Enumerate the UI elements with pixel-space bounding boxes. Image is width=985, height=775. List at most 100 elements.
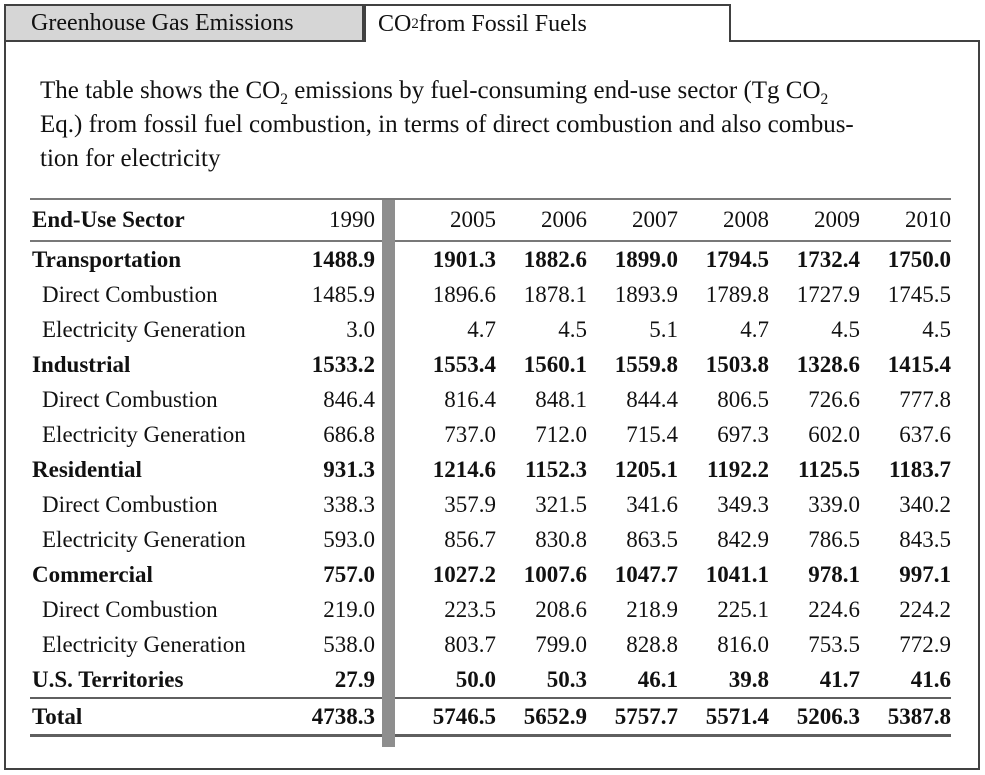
tab-greenhouse-gas-emissions[interactable]: Greenhouse Gas Emissions (4, 4, 364, 42)
cell-value: 686.8 (323, 421, 375, 447)
column-header-2006: 2006 (496, 198, 587, 242)
cell-value: 219.0 (323, 596, 375, 622)
cell-value: 846.4 (323, 386, 375, 412)
cell-value: 978.1 (808, 561, 860, 587)
emissions-table: End-Use Sector 1990 2005 2006 2007 2008 … (30, 198, 951, 737)
cell-value: 39.8 (728, 666, 769, 692)
table-body: Transportation 1488.9 1901.3 1882.6 1899.0 17… (30, 241, 951, 737)
column-divider-bar (382, 200, 395, 747)
cell-value: 1125.5 (798, 456, 860, 482)
cell-value: 1488.9 (311, 246, 375, 272)
table-row: Industrial 1533.2 1553.4 1560.1 1559.8 1503.8… (30, 347, 951, 382)
cell-value: 1007.6 (523, 561, 587, 587)
row-label: Direct Combustion (42, 281, 218, 307)
cell-value: 349.3 (717, 491, 769, 517)
cell-value: 208.6 (535, 596, 587, 622)
row-label: Electricity Generation (42, 316, 246, 342)
cell-value: 5.1 (649, 316, 678, 342)
table-row: Total 4738.3 5746.5 5652.9 5757.7 5571.4 5206.… (30, 697, 951, 737)
table-description: The table shows the CO2 emissions by fue… (6, 42, 978, 176)
cell-value: 1041.1 (705, 561, 769, 587)
cell-value: 1732.4 (796, 246, 860, 272)
cell-value: 27.9 (334, 666, 375, 692)
cell-value: 777.8 (899, 386, 951, 412)
cell-value: 848.1 (535, 386, 587, 412)
cell-value: 357.9 (444, 491, 496, 517)
cell-value: 1415.4 (887, 351, 951, 377)
cell-value: 1794.5 (705, 246, 769, 272)
cell-value: 5571.4 (678, 697, 769, 737)
cell-value: 931.3 (323, 456, 375, 482)
table-row: Direct Combustion 338.3 357.9 321.5 341.6 349… (30, 487, 951, 522)
cell-value: 1899.0 (614, 246, 678, 272)
column-header-2010: 2010 (860, 198, 951, 242)
cell-value: 726.6 (808, 386, 860, 412)
cell-value: 863.5 (626, 526, 678, 552)
table-row: Commercial 757.0 1027.2 1007.6 1047.7 1041.1 9… (30, 557, 951, 592)
cell-value: 803.7 (444, 631, 496, 657)
row-label: Direct Combustion (42, 491, 218, 517)
table-row: Residential 931.3 1214.6 1152.3 1205.1 1192.2… (30, 452, 951, 487)
cell-value: 816.0 (717, 631, 769, 657)
cell-value: 5387.8 (860, 697, 951, 737)
cell-value: 844.4 (626, 386, 678, 412)
cell-value: 737.0 (444, 421, 496, 447)
row-label: Electricity Generation (42, 631, 246, 657)
cell-value: 1485.9 (311, 281, 375, 307)
cell-value: 997.1 (899, 561, 951, 587)
cell-value: 1882.6 (523, 246, 587, 272)
row-label: Electricity Generation (42, 526, 246, 552)
column-header-2007: 2007 (587, 198, 678, 242)
cell-value: 1047.7 (614, 561, 678, 587)
table-row: Direct Combustion 1485.9 1896.6 1878.1 1893.… (30, 277, 951, 312)
cell-value: 46.1 (637, 666, 678, 692)
cell-value: 224.6 (808, 596, 860, 622)
cell-value: 753.5 (808, 631, 860, 657)
cell-value: 712.0 (535, 421, 587, 447)
cell-value: 5206.3 (769, 697, 860, 737)
cell-value: 593.0 (323, 526, 375, 552)
window: Greenhouse Gas Emissions CO 2 from Fossil… (4, 4, 980, 770)
row-label: Commercial (32, 561, 153, 587)
cell-value: 41.7 (819, 666, 860, 692)
cell-value: 1503.8 (705, 351, 769, 377)
table-row: Transportation 1488.9 1901.3 1882.6 1899.0 17… (30, 241, 951, 277)
cell-value: 5757.7 (587, 697, 678, 737)
cell-value: 1027.2 (432, 561, 496, 587)
tab-panel: The table shows the CO2 emissions by fue… (4, 40, 980, 770)
cell-value: 1205.1 (614, 456, 678, 482)
table-row: Electricity Generation 686.8 737.0 712.0 715… (30, 417, 951, 452)
cell-value: 1878.1 (523, 281, 587, 307)
table-row: Direct Combustion 846.4 816.4 848.1 844.4 806… (30, 382, 951, 417)
row-label: Industrial (32, 351, 131, 377)
table-row: Electricity Generation 593.0 856.7 830.8 863… (30, 522, 951, 557)
cell-value: 341.6 (626, 491, 678, 517)
cell-value: 715.4 (626, 421, 678, 447)
table-row: Electricity Generation 3.0 4.7 4.5 5.1 4.7 4.5… (30, 312, 951, 347)
cell-value: 757.0 (323, 561, 375, 587)
cell-value: 340.2 (899, 491, 951, 517)
column-header-2008: 2008 (678, 198, 769, 242)
cell-value: 4.7 (467, 316, 496, 342)
cell-value: 1183.7 (889, 456, 951, 482)
cell-value: 842.9 (717, 526, 769, 552)
cell-value: 772.9 (899, 631, 951, 657)
column-header-1990: 1990 (280, 198, 375, 242)
cell-value: 1893.9 (614, 281, 678, 307)
cell-value: 637.6 (899, 421, 951, 447)
description-line: tion for electricity (40, 145, 221, 172)
cell-value: 1750.0 (887, 246, 951, 272)
cell-value: 5652.9 (496, 697, 587, 737)
cell-value: 50.0 (455, 666, 496, 692)
cell-value: 828.8 (626, 631, 678, 657)
cell-value: 1559.8 (614, 351, 678, 377)
tab-co2-from-fossil-fuels[interactable]: CO 2 from Fossil Fuels (364, 4, 731, 42)
cell-value: 3.0 (346, 316, 375, 342)
column-header-2005: 2005 (405, 198, 496, 242)
cell-value: 4738.3 (280, 697, 375, 737)
cell-value: 5746.5 (405, 697, 496, 737)
description-line: Eq.) from fossil fuel combustion, in ter… (40, 111, 854, 138)
cell-value: 1328.6 (796, 351, 860, 377)
cell-value: 321.5 (535, 491, 587, 517)
cell-value: 4.5 (558, 316, 587, 342)
